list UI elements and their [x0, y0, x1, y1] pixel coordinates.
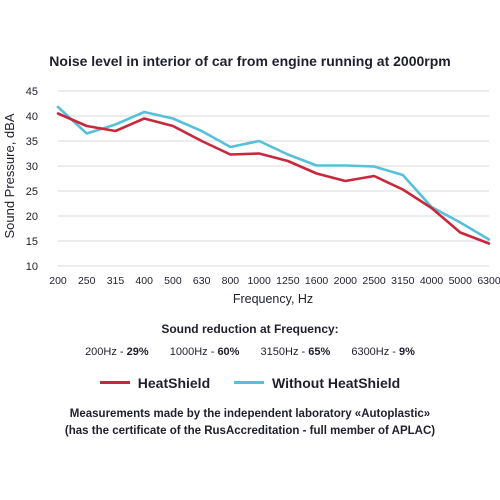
- y-tick-label: 35: [26, 136, 38, 148]
- footnote-line-1: Measurements made by the independent lab…: [69, 408, 431, 420]
- x-tick-label: 500: [164, 275, 182, 287]
- y-tick-label: 40: [26, 111, 38, 123]
- x-tick-label: 3150: [391, 275, 415, 287]
- y-tick-label: 30: [26, 161, 38, 173]
- x-tick-label: 2500: [362, 275, 386, 287]
- legend-item-without-heatshield: Without HeatShield: [234, 375, 400, 391]
- x-tick-label: 1000: [247, 275, 271, 287]
- reduction-item-3150: 3150Hz - 65%: [260, 346, 331, 358]
- legend-swatch-without-heatshield: [234, 380, 265, 384]
- x-tick-label: 250: [78, 275, 96, 287]
- x-tick-label: 6300: [477, 275, 500, 287]
- y-tick-label: 15: [26, 236, 38, 248]
- y-tick-label: 25: [26, 186, 38, 198]
- y-tick-label: 20: [26, 211, 38, 223]
- x-tick-label: 1600: [305, 275, 329, 287]
- y-axis-label: Sound Pressure, dBA: [2, 113, 17, 238]
- grid-lines: [58, 90, 489, 267]
- x-tick-label: 4000: [420, 275, 444, 287]
- y-tick-label: 10: [26, 261, 38, 273]
- x-tick-label: 630: [193, 275, 211, 287]
- x-tick-label: 315: [107, 275, 125, 287]
- x-tick-label: 800: [222, 275, 240, 287]
- x-tick-label: 5000: [449, 275, 473, 287]
- x-tick-label: 400: [135, 275, 153, 287]
- x-tick-label: 1250: [276, 275, 300, 287]
- reduction-item-6300: 6300Hz - 9%: [351, 346, 415, 358]
- legend-item-heatshield: HeatShield: [99, 375, 210, 391]
- x-tick-label: 200: [49, 275, 67, 287]
- x-axis-label: Frequency, Hz: [233, 292, 313, 306]
- footnote: Measurements made by the independent lab…: [0, 406, 500, 440]
- y-tick-label: 45: [26, 86, 38, 98]
- axes: 10 15 20 25 30 35 40 45 200 250 315 400 500 630 800 100…: [26, 86, 500, 287]
- line-chart: 10 15 20 25 30 35 40 45 200 250 315 400 500 630 800 100…: [2, 86, 500, 306]
- x-tick-label: 2000: [334, 275, 358, 287]
- legend-swatch-heatshield: [99, 380, 130, 384]
- reduction-heading: Sound reduction at Frequency:: [161, 322, 339, 336]
- series-lines: [56, 105, 491, 245]
- reduction-item-200: 200Hz - 29%: [85, 346, 149, 358]
- reduction-list: 200Hz - 29% 1000Hz - 60% 3150Hz - 65% 63…: [0, 346, 500, 358]
- chart-title: Noise level in interior of car from engi…: [49, 53, 451, 69]
- reduction-item-1000: 1000Hz - 60%: [169, 346, 240, 358]
- footnote-line-2: (has the certificate of the RusAccredita…: [64, 425, 436, 437]
- series-line-heatshield: [56, 112, 491, 245]
- series-line-without-heatshield: [56, 105, 491, 241]
- chart-legend: HeatShield Without HeatShield: [0, 375, 500, 391]
